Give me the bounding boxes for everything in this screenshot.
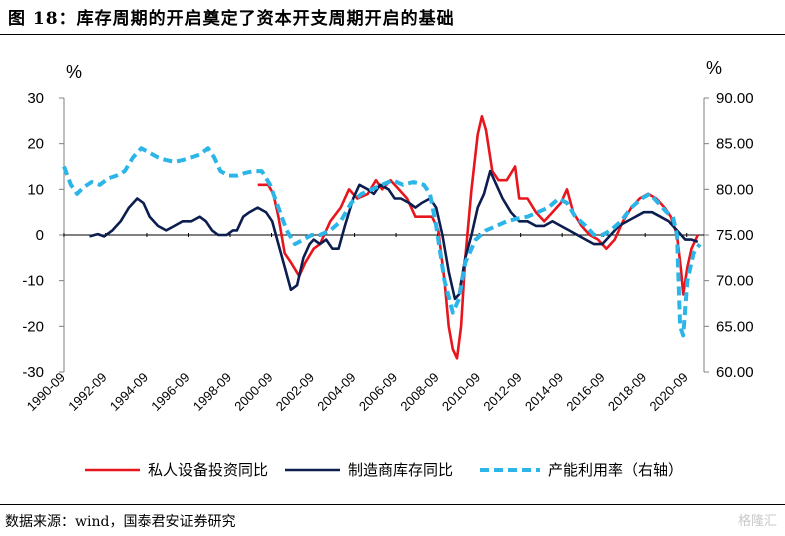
x-tick-label: 1996-09 [148,370,192,414]
x-tick-label: 2002-09 [273,370,317,414]
inventory-line [89,169,699,301]
watermark: 格隆汇 [737,514,777,529]
left-tick-label: 10 [27,181,44,198]
x-tick-label: 2010-09 [439,370,483,414]
x-tick-label: 2004-09 [314,370,358,414]
x-tick-label: 2018-09 [605,370,649,414]
x-tick-label: 2006-09 [356,370,400,414]
legend-label-private-investment-line: 私人设备投资同比 [148,461,268,479]
legend: 私人设备投资同比 制造商库存同比 产能利用率（右轴） [85,461,683,479]
series-layer [62,115,702,360]
x-tick-label: 2000-09 [231,370,275,414]
axes-layer: % % 30 20 10 0 -10 -20 -30 90.00 85.00 80.00 75.00 70… [22,58,753,414]
left-tick-label: 0 [36,227,44,244]
x-tick-label: 2020-09 [646,370,690,414]
right-tick-label: 60.00 [716,364,754,381]
legend-label-capacity-utilization-line: 产能利用率（右轴） [548,461,683,479]
right-axis-unit: % [706,58,722,78]
left-tick-label: 30 [27,90,44,107]
right-tick-label: 90.00 [716,90,754,107]
right-tick-label: 70.00 [716,273,754,290]
x-tick-label: 1994-09 [107,370,151,414]
line-chart: % % 30 20 10 0 -10 -20 -30 90.00 85.00 80.00 75.00 70… [22,58,753,479]
capacity-utilization-line [62,146,702,338]
right-tick-label: 85.00 [716,136,754,153]
right-tick-label: 65.00 [716,318,754,335]
figure-title: 图 18：库存周期的开启奠定了资本开支周期开启的基础 [8,9,455,29]
x-tick-label: 1998-09 [190,370,234,414]
source-rule [0,504,785,505]
right-tick-label: 80.00 [716,181,754,198]
legend-label-inventory-line: 制造商库存同比 [348,461,453,479]
left-tick-label: -20 [22,318,44,335]
left-tick-label: 20 [27,136,44,153]
right-tick-label: 75.00 [716,227,754,244]
x-tick-label: 2008-09 [397,370,441,414]
x-tick-label: 2012-09 [480,370,524,414]
x-tick-label: 2016-09 [563,370,607,414]
left-tick-label: -10 [22,273,44,290]
x-tick-label: 2014-09 [522,370,566,414]
left-tick-label: -30 [22,364,44,381]
x-tick-label: 1992-09 [65,370,109,414]
title-rule [0,34,785,35]
source-note: 数据来源：wind，国泰君安证券研究 [5,514,236,530]
left-axis-unit: % [66,62,82,82]
